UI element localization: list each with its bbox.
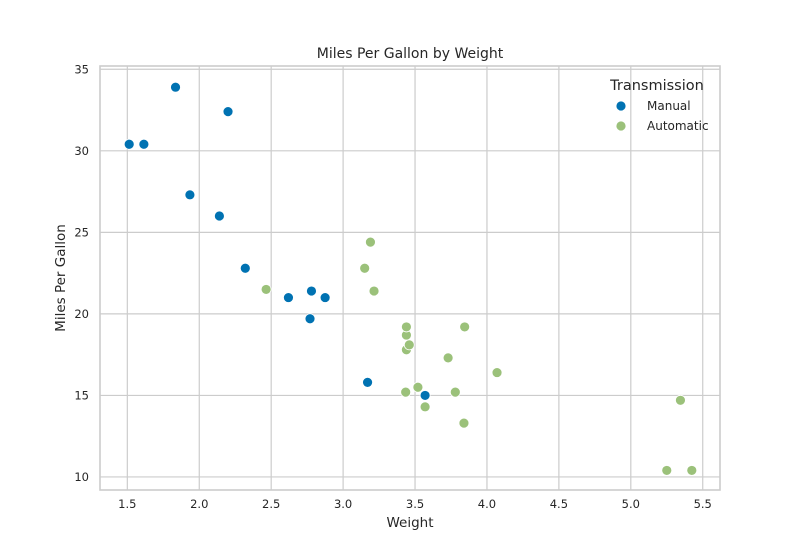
x-tick-label: 2.0 <box>190 497 208 511</box>
legend-label-automatic: Automatic <box>647 119 709 133</box>
x-axis-label: Weight <box>386 515 433 531</box>
y-axis-label: Miles Per Gallon <box>53 224 69 332</box>
y-tick-labels: 10 15 20 25 30 35 <box>74 62 89 484</box>
point-automatic <box>491 367 503 378</box>
point-manual <box>362 376 373 388</box>
point-automatic <box>400 386 412 398</box>
point-manual <box>319 292 331 303</box>
point-manual <box>184 189 196 201</box>
y-tick-label: 30 <box>74 144 89 158</box>
point-automatic <box>442 352 454 364</box>
x-tick-label: 3.0 <box>334 497 352 511</box>
legend: Transmission Manual Automatic <box>609 78 708 133</box>
data-points <box>123 81 698 476</box>
point-manual <box>419 390 431 401</box>
x-tick-label: 1.5 <box>118 497 136 511</box>
point-automatic <box>359 262 371 274</box>
x-tick-label: 5.5 <box>694 497 712 511</box>
plot-frame <box>99 65 721 491</box>
point-automatic <box>401 321 412 333</box>
x-tick-label: 4.0 <box>478 497 496 511</box>
y-tick-label: 25 <box>74 225 89 239</box>
point-automatic <box>260 284 272 295</box>
point-manual <box>170 81 181 93</box>
y-tick-label: 35 <box>74 62 89 76</box>
point-manual <box>222 106 234 118</box>
legend-label-manual: Manual <box>647 99 691 113</box>
point-automatic <box>403 339 415 351</box>
x-tick-label: 3.5 <box>406 497 424 511</box>
legend-marker-automatic <box>615 120 627 132</box>
legend-marker-manual <box>615 100 627 112</box>
point-manual <box>306 285 317 297</box>
point-manual <box>123 138 135 150</box>
point-automatic <box>419 401 431 413</box>
point-automatic <box>365 236 376 248</box>
x-tick-label: 4.5 <box>550 497 568 511</box>
point-manual <box>283 292 294 303</box>
x-tick-label: 2.5 <box>262 497 280 511</box>
chart-title: Miles Per Gallon by Weight <box>317 46 504 62</box>
x-tick-labels: 1.5 2.0 2.5 3.0 3.5 4.0 4.5 5.0 5.5 <box>118 497 712 511</box>
point-manual <box>138 138 150 150</box>
point-automatic <box>449 386 461 398</box>
point-manual <box>304 313 316 325</box>
point-automatic <box>675 394 686 406</box>
y-tick-label: 15 <box>74 388 89 402</box>
point-manual <box>239 262 251 274</box>
point-automatic <box>368 285 380 297</box>
point-manual <box>213 210 225 222</box>
plot-area <box>100 66 720 490</box>
point-automatic <box>661 465 673 476</box>
x-tick-label: 5.0 <box>622 497 640 511</box>
y-tick-label: 20 <box>74 307 89 321</box>
y-tick-label: 10 <box>74 470 89 484</box>
point-automatic <box>412 381 424 393</box>
grid-lines <box>100 66 720 490</box>
point-automatic <box>459 321 471 333</box>
legend-title: Transmission <box>609 78 704 94</box>
point-automatic <box>458 417 470 429</box>
point-automatic <box>686 465 698 476</box>
